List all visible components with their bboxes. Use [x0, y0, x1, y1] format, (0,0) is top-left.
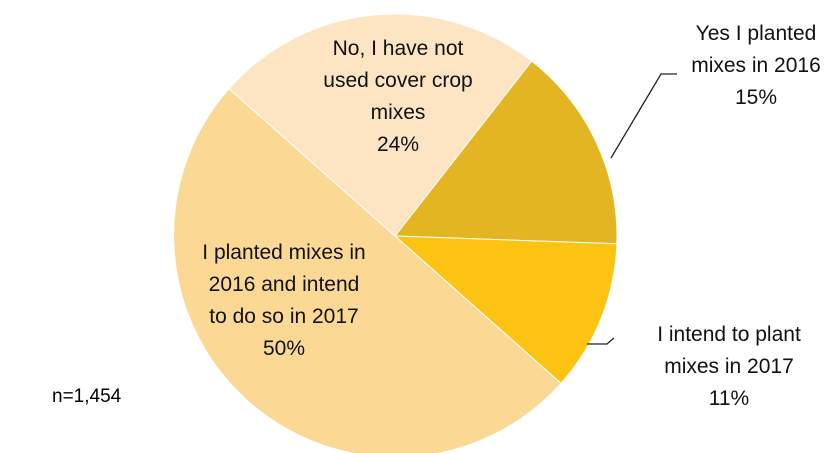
- slice-label-both: I planted mixes in 2016 and intend to do s…: [202, 241, 365, 360]
- slice-value-yes2016: 15%: [735, 86, 777, 109]
- slice-labels: Yes I planted mixes in 2016 15% I intend to…: [202, 22, 821, 410]
- slice-value-no: 24%: [377, 133, 419, 156]
- pie-slices: [173, 13, 618, 453]
- slice-value-both: 50%: [263, 337, 305, 360]
- slice-label-yes2016: Yes I planted mixes in 2016 15%: [691, 22, 821, 109]
- slice-label-line: I intend to plant: [657, 323, 801, 346]
- slice-value-intend2017: 11%: [709, 387, 749, 410]
- slice-label-line: I planted mixes in: [202, 241, 365, 264]
- slice-label-line: mixes in 2016: [691, 54, 821, 77]
- pie-slice-both: [173, 87, 562, 453]
- slice-label-intend2017: I intend to plant mixes in 2017 11%: [657, 323, 801, 410]
- slice-label-line: 2016 and intend: [209, 273, 360, 296]
- slice-label-line: Yes I planted: [696, 22, 817, 45]
- slice-label-line: used cover crop: [323, 69, 472, 92]
- slice-label-line: No, I have not: [333, 37, 464, 60]
- leader-line-yes2016: [610, 73, 677, 159]
- pie-slice-yes2016: [394, 60, 618, 245]
- pie-slice-no: [228, 13, 533, 237]
- slice-label-line: mixes in 2017: [664, 355, 794, 378]
- leader-line-intend2017: [587, 337, 615, 345]
- sample-size-note: n=1,454: [52, 386, 122, 407]
- slice-label-line: to do so in 2017: [209, 305, 358, 328]
- slice-label-line: mixes: [371, 101, 426, 124]
- leader-lines: [587, 73, 677, 345]
- slice-label-no: No, I have not used cover crop mixes 24%: [323, 37, 472, 156]
- pie-slice-intend2017: [393, 235, 618, 385]
